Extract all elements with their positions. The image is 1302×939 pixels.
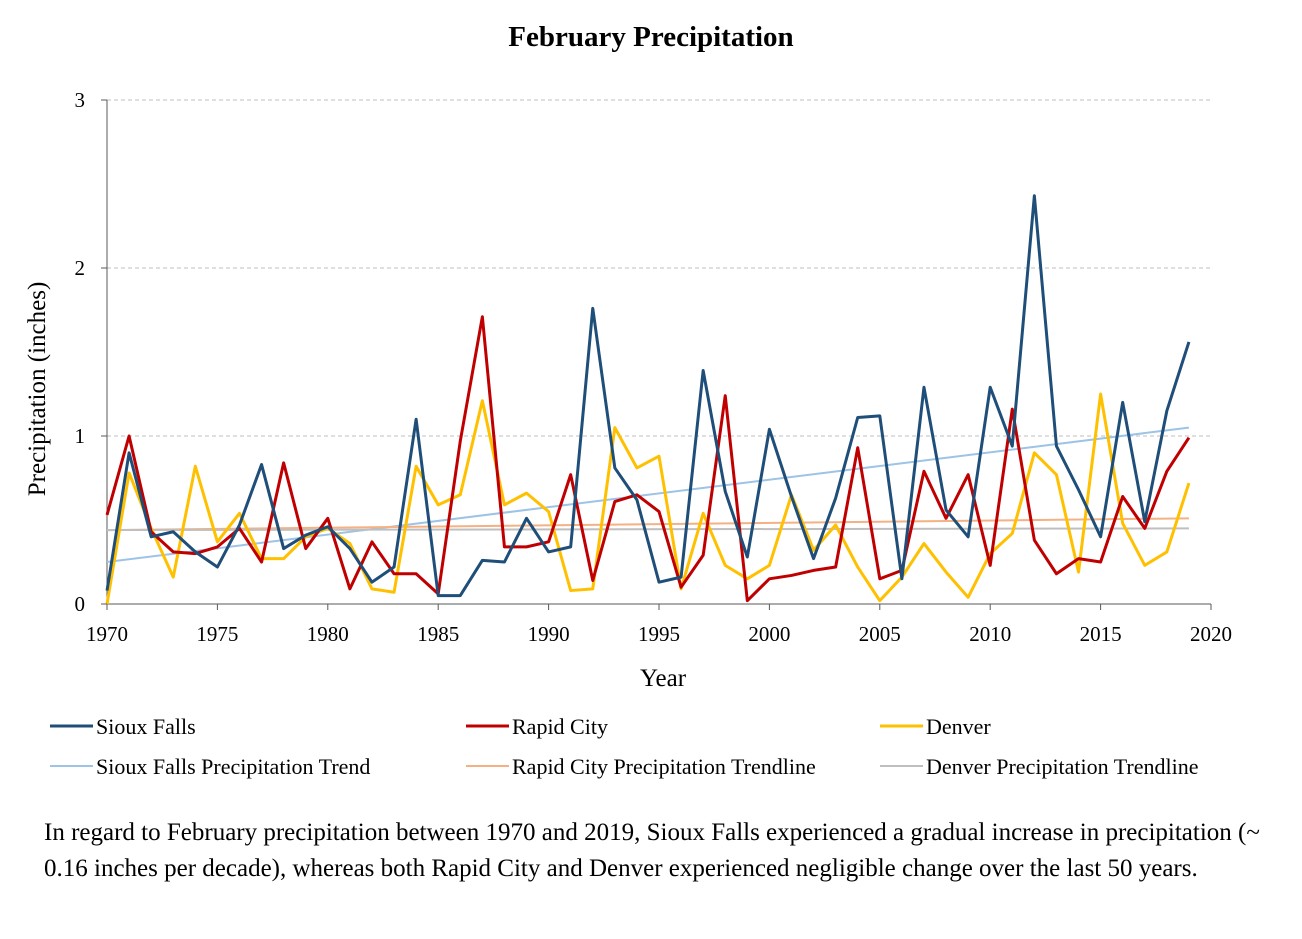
trendline-1 xyxy=(106,517,1189,532)
y-tick-label-2: 2 xyxy=(75,256,86,280)
legend-label-1: Rapid City xyxy=(512,714,608,739)
legend: Sioux Falls Rapid City Denver Sioux Falls P… xyxy=(50,714,1199,779)
x-tick-label-8: 2010 xyxy=(969,622,1011,646)
chart-caption: In regard to February precipitation betw… xyxy=(44,819,1260,882)
data-series xyxy=(105,194,1191,605)
series-line-0 xyxy=(105,194,1191,598)
y-tick-label-0: 0 xyxy=(75,592,86,616)
x-tick-label-3: 1985 xyxy=(417,622,459,646)
x-tick-label-5: 1995 xyxy=(638,622,680,646)
legend-label-5: Denver Precipitation Trendline xyxy=(926,754,1199,779)
x-tick-label-10: 2020 xyxy=(1190,622,1232,646)
gridlines xyxy=(107,99,1211,437)
x-tick-label-9: 2015 xyxy=(1080,622,1122,646)
x-axis-title: Year xyxy=(640,665,687,692)
legend-label-0: Sioux Falls xyxy=(96,714,196,739)
legend-label-3: Sioux Falls Precipitation Trend xyxy=(96,754,370,779)
x-tick-label-4: 1990 xyxy=(528,622,570,646)
trendlines xyxy=(106,426,1190,563)
x-axis-ticks: 1970 1975 1980 1985 1990 1995 2000 2005 2010 2015… xyxy=(86,604,1232,646)
y-tick-label-3: 3 xyxy=(75,88,86,112)
y-tick-label-1: 1 xyxy=(75,424,86,448)
legend-label-4: Rapid City Precipitation Trendline xyxy=(512,754,816,779)
trendline-2 xyxy=(106,527,1189,532)
y-axis-ticks: 0 1 2 3 xyxy=(75,88,107,616)
x-tick-label-6: 2000 xyxy=(748,622,790,646)
legend-label-2: Denver xyxy=(926,714,991,739)
series-line-2 xyxy=(105,392,1191,605)
x-tick-label-2: 1980 xyxy=(307,622,349,646)
x-tick-label-7: 2005 xyxy=(859,622,901,646)
y-axis-title: Precipitation (inches) xyxy=(24,282,51,497)
chart-title: February Precipitation xyxy=(508,21,793,53)
x-tick-label-1: 1975 xyxy=(196,622,238,646)
x-tick-label-0: 1970 xyxy=(86,622,128,646)
trendline-0 xyxy=(106,426,1190,563)
